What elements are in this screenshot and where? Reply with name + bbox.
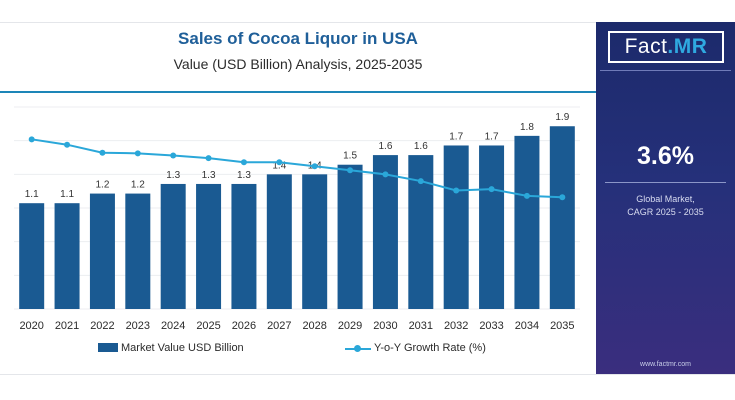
bar-value-label-2029: 1.5 xyxy=(343,151,357,162)
bar-2022 xyxy=(89,193,115,309)
x-tick-2025: 2025 xyxy=(196,320,220,332)
bar-value-label-2022: 1.2 xyxy=(95,180,109,191)
x-tick-2026: 2026 xyxy=(232,320,256,332)
bar-value-label-2030: 1.6 xyxy=(378,141,392,152)
cagr-label-line2: CAGR 2025 - 2035 xyxy=(627,207,704,217)
bar-2021 xyxy=(54,203,80,309)
growth-point-2027 xyxy=(276,159,283,166)
top-border xyxy=(0,22,735,23)
bar-2020 xyxy=(19,203,45,309)
x-tick-2028: 2028 xyxy=(302,320,326,332)
growth-point-2029 xyxy=(347,167,354,174)
cagr-divider xyxy=(605,182,726,183)
bar-2023 xyxy=(125,193,151,309)
bottom-border xyxy=(0,374,735,375)
bar-2028 xyxy=(302,174,328,309)
growth-point-2020 xyxy=(28,136,35,143)
growth-point-2022 xyxy=(99,149,106,156)
bar-value-label-2033: 1.7 xyxy=(485,131,499,142)
growth-rate-line xyxy=(31,138,563,199)
growth-point-2026 xyxy=(240,159,247,166)
x-tick-2032: 2032 xyxy=(444,320,468,332)
bar-value-label-2027: 1.4 xyxy=(272,160,286,171)
x-tick-2034: 2034 xyxy=(515,320,539,332)
bar-value-label-2025: 1.3 xyxy=(202,170,216,181)
factmr-logo: Fact.MR xyxy=(608,31,724,63)
x-tick-2027: 2027 xyxy=(267,320,291,332)
x-tick-2020: 2020 xyxy=(19,320,43,332)
growth-point-2023 xyxy=(134,150,141,157)
growth-point-2034 xyxy=(523,192,530,199)
bar-value-label-2024: 1.3 xyxy=(166,170,180,181)
legend-bar-swatch xyxy=(98,343,118,352)
x-tick-2023: 2023 xyxy=(126,320,150,332)
x-tick-2029: 2029 xyxy=(338,320,362,332)
bar-value-label-2026: 1.3 xyxy=(237,170,251,181)
x-tick-2030: 2030 xyxy=(373,320,397,332)
growth-point-2024 xyxy=(170,152,177,159)
bar-2035 xyxy=(549,126,575,309)
legend-bar-label: Market Value USD Billion xyxy=(121,342,244,354)
x-tick-2035: 2035 xyxy=(550,320,574,332)
cagr-value: 3.6% xyxy=(637,142,694,170)
growth-point-2035 xyxy=(559,194,566,201)
bar-2029 xyxy=(337,164,363,309)
legend-line-marker xyxy=(354,345,361,352)
growth-point-2031 xyxy=(417,178,424,185)
bar-value-label-2020: 1.1 xyxy=(25,189,39,200)
x-tick-2021: 2021 xyxy=(55,320,79,332)
growth-point-2021 xyxy=(64,141,71,148)
x-tick-2022: 2022 xyxy=(90,320,114,332)
growth-point-2032 xyxy=(453,187,460,194)
growth-point-2033 xyxy=(488,186,495,193)
logo-mr-text: .MR xyxy=(667,35,708,58)
website-link[interactable]: www.factmr.com xyxy=(640,361,691,368)
header-separator xyxy=(0,91,596,93)
bar-value-label-2021: 1.1 xyxy=(60,189,74,200)
bar-2030 xyxy=(372,155,398,309)
bar-value-label-2032: 1.7 xyxy=(449,131,463,142)
bar-2024 xyxy=(160,183,186,309)
bar-2025 xyxy=(196,183,222,309)
bar-2033 xyxy=(479,145,505,309)
bar-2032 xyxy=(443,145,469,309)
bar-value-label-2023: 1.2 xyxy=(131,180,145,191)
x-tick-2031: 2031 xyxy=(409,320,433,332)
bar-2026 xyxy=(231,183,257,309)
x-tick-2024: 2024 xyxy=(161,320,185,332)
cagr-label: Global Market, CAGR 2025 - 2035 xyxy=(596,193,735,219)
growth-point-2028 xyxy=(311,163,318,170)
legend-line-label: Y-o-Y Growth Rate (%) xyxy=(374,342,486,354)
brand-panel xyxy=(596,22,735,374)
chart-title: Sales of Cocoa Liquor in USA xyxy=(178,29,418,48)
growth-point-2025 xyxy=(205,155,212,162)
chart-subtitle: Value (USD Billion) Analysis, 2025-2035 xyxy=(173,56,423,72)
cagr-label-line1: Global Market, xyxy=(636,194,695,204)
bar-value-label-2031: 1.6 xyxy=(414,141,428,152)
growth-point-2030 xyxy=(382,171,389,178)
bar-value-label-2035: 1.9 xyxy=(555,112,569,123)
x-tick-2033: 2033 xyxy=(479,320,503,332)
panel-separator xyxy=(600,70,731,71)
bar-value-label-2034: 1.8 xyxy=(520,122,534,133)
bar-2034 xyxy=(514,135,540,309)
bar-2027 xyxy=(266,174,292,309)
logo-fact-text: Fact xyxy=(624,35,668,58)
chart-area: 1.1 2020 1.1 2021 1.2 2022 1.2 2023 1.3 2024 1.3 20… xyxy=(14,106,580,332)
